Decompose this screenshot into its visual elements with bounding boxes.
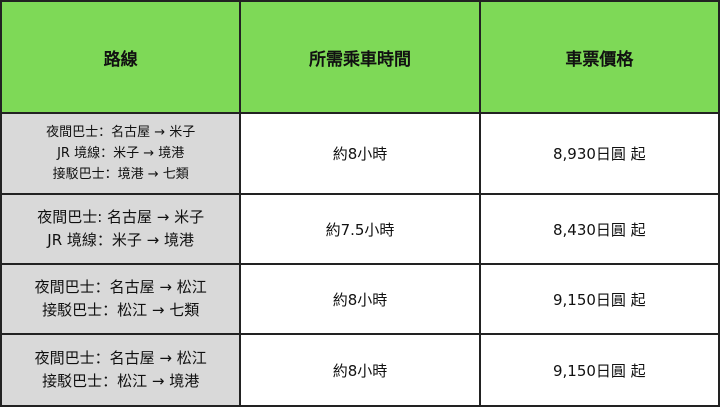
route-cell: 夜間巴士：名古屋 → 松江 接駁巴士：松江 → 七類 — [0, 263, 242, 335]
header-route: 路線 — [0, 0, 242, 114]
route-cell: 夜間巴士：名古屋 → 米子 JR 境線：米子 → 境港 接駁巴士：境港 → 七類 — [0, 112, 242, 195]
route-line: 夜間巴士: 名古屋 → 米子 — [37, 208, 205, 226]
price-cell: 9,150日圓 起 — [478, 333, 720, 407]
route-line: 夜間巴士：名古屋 → 松江 — [34, 278, 207, 296]
route-line: 接駁巴士：境港 → 七類 — [52, 167, 189, 182]
route-line: 夜間巴士：名古屋 → 松江 — [34, 349, 207, 367]
table-row: 夜間巴士：名古屋 → 松江 接駁巴士：松江 → 七類 約8小時 9,150日圓 … — [0, 263, 720, 335]
time-cell: 約8小時 — [239, 263, 481, 335]
route-cell: 夜間巴士: 名古屋 → 米子 JR 境線：米子 → 境港 — [0, 193, 242, 265]
route-line: 夜間巴士：名古屋 → 米子 — [46, 125, 196, 140]
price-cell: 8,430日圓 起 — [478, 193, 720, 265]
table-row: 夜間巴士: 名古屋 → 米子 JR 境線：米子 → 境港 約7.5小時 8,43… — [0, 193, 720, 265]
time-cell: 約8小時 — [239, 333, 481, 407]
route-line: 接駁巴士：松江 → 七類 — [42, 301, 200, 319]
route-line: JR 境線：米子 → 境港 — [57, 146, 185, 161]
price-cell: 9,150日圓 起 — [478, 263, 720, 335]
header-row: 路線 所需乘車時間 車票價格 — [0, 0, 720, 114]
table-row: 夜間巴士：名古屋 → 松江 接駁巴士：松江 → 境港 約8小時 9,150日圓 … — [0, 333, 720, 407]
time-cell: 約8小時 — [239, 112, 481, 195]
time-cell: 約7.5小時 — [239, 193, 481, 265]
route-line: JR 境線：米子 → 境港 — [47, 231, 195, 249]
price-cell: 8,930日圓 起 — [478, 112, 720, 195]
route-cell: 夜間巴士：名古屋 → 松江 接駁巴士：松江 → 境港 — [0, 333, 242, 407]
header-time: 所需乘車時間 — [239, 0, 481, 114]
route-line: 接駁巴士：松江 → 境港 — [42, 372, 200, 390]
header-price: 車票價格 — [478, 0, 720, 114]
table-row: 夜間巴士：名古屋 → 米子 JR 境線：米子 → 境港 接駁巴士：境港 → 七類… — [0, 112, 720, 195]
